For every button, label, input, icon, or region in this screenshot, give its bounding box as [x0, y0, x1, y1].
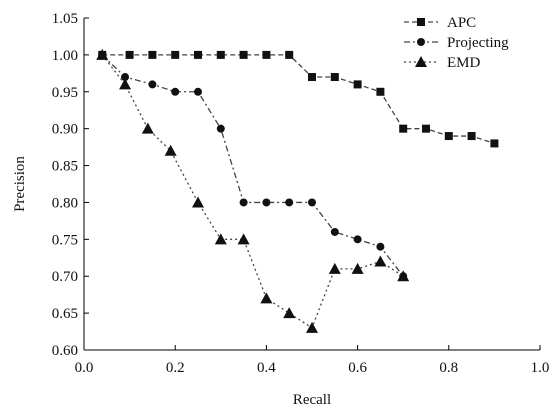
data-point-projecting: [239, 198, 248, 207]
data-point-emd: [214, 233, 227, 245]
data-point-emd: [192, 196, 204, 208]
data-point-projecting: [148, 80, 157, 89]
data-point-emd: [374, 255, 387, 267]
data-point-apc: [262, 50, 271, 59]
legend-item-emd: EMD: [404, 55, 481, 71]
x-tick-label: 0.8: [439, 360, 458, 376]
y-tick-label: 0.70: [52, 269, 78, 285]
data-point-apc: [330, 73, 339, 82]
y-tick-label: 0.95: [52, 85, 78, 101]
data-point-apc: [171, 50, 180, 59]
data-point-projecting: [308, 198, 316, 207]
data-point-emd: [164, 144, 177, 156]
data-point-projecting: [171, 87, 180, 96]
legend-label: EMD: [447, 55, 481, 71]
data-point-projecting: [194, 87, 202, 96]
data-point-emd: [141, 122, 154, 134]
axes: [83, 18, 540, 351]
data-point-apc: [308, 73, 316, 82]
data-point-projecting: [262, 198, 271, 207]
legend-item-projecting: Projecting: [404, 35, 509, 51]
data-point-projecting: [353, 235, 362, 244]
data-point-emd: [328, 262, 341, 274]
y-tick-label: 0.85: [52, 159, 78, 175]
data-point-apc: [490, 139, 499, 148]
legend-label: APC: [447, 15, 476, 31]
ticks: 0.0 0.2 0.4 0.6 0.8 1.0 0.60 0.65 0.70 0.75 0.80 0.…: [52, 11, 550, 376]
legend-marker: [417, 38, 425, 46]
data-point-emd: [260, 292, 273, 304]
data-point-projecting: [285, 198, 294, 207]
data-point-apc: [467, 132, 476, 141]
y-tick-label: 1.00: [52, 48, 78, 64]
x-tick-label: 0.4: [257, 360, 276, 376]
data-point-apc: [148, 50, 157, 59]
x-axis-label: Recall: [293, 392, 331, 408]
y-tick-label: 0.65: [52, 306, 78, 322]
data-point-projecting: [121, 73, 130, 82]
legend-item-apc: APC: [404, 15, 476, 31]
legend-label: Projecting: [447, 35, 509, 51]
series-line-apc: [102, 54, 495, 145]
x-tick-label: 1.0: [531, 360, 550, 376]
data-point-projecting: [216, 124, 225, 133]
data-point-apc: [353, 80, 362, 89]
data-point-apc: [194, 50, 202, 59]
series-emd: [96, 48, 410, 333]
y-tick-label: 0.90: [52, 122, 78, 138]
data-point-emd: [237, 233, 250, 245]
y-tick-label: 1.05: [52, 11, 78, 27]
data-point-projecting: [330, 227, 339, 236]
data-point-apc: [376, 87, 385, 96]
y-tick-label: 0.60: [52, 343, 78, 359]
data-point-emd: [351, 262, 364, 274]
x-tick-label: 0.6: [348, 360, 367, 376]
data-point-apc: [239, 50, 248, 59]
x-tick-label: 0.2: [166, 360, 185, 376]
x-tick-label: 0.0: [75, 360, 94, 376]
y-tick-label: 0.75: [52, 232, 78, 248]
series-line-emd: [101, 54, 404, 329]
data-point-apc: [422, 124, 430, 133]
legend-marker: [417, 18, 425, 26]
legend-marker: [415, 56, 427, 67]
data-point-emd: [306, 321, 318, 333]
data-point-apc: [216, 50, 225, 59]
data-point-emd: [96, 48, 109, 60]
series-apc: [98, 50, 499, 148]
data-point-apc: [125, 50, 134, 59]
data-point-projecting: [376, 242, 385, 251]
y-axis-label: Precision: [12, 156, 28, 212]
data-point-apc: [399, 124, 408, 133]
data-point-emd: [397, 270, 410, 282]
data-point-emd: [283, 307, 296, 319]
data-point-apc: [444, 132, 453, 141]
data-point-apc: [285, 50, 294, 59]
series: [96, 48, 499, 333]
data-point-emd: [119, 78, 132, 90]
legend: APC Projecting EMD: [404, 15, 509, 71]
y-tick-label: 0.80: [52, 195, 78, 211]
